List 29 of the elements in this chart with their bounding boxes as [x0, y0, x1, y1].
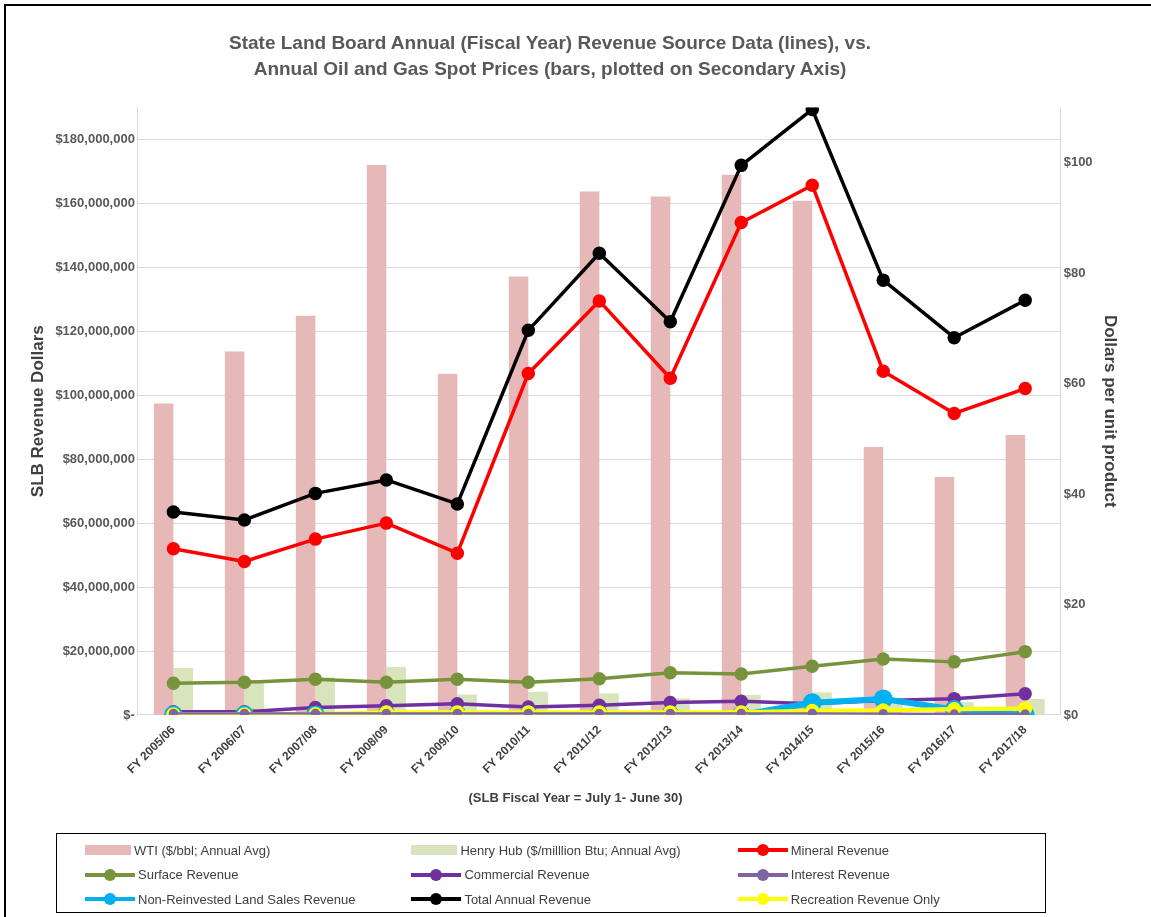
- y-tick-label: $80,000,000: [62, 450, 135, 466]
- y-tick-label: $160,000,000: [55, 194, 135, 210]
- legend-label: Henry Hub ($/milllion Btu; Annual Avg): [460, 842, 681, 858]
- legend-label: Total Annual Revenue: [464, 891, 591, 907]
- y-tick-label: $60,000,000: [62, 514, 135, 530]
- legend-label: Non-Reinvested Land Sales Revenue: [138, 891, 356, 907]
- y2-axis-title: Dollars per unit product: [1101, 314, 1121, 508]
- legend-label: Recreation Revenue Only: [790, 891, 940, 907]
- legend-label: Interest Revenue: [790, 867, 890, 883]
- y2-tick-label: $100: [1063, 154, 1093, 170]
- y2-tick-label: $40: [1063, 485, 1086, 501]
- x-axis-title: (SLB Fiscal Year = July 1- June 30): [467, 790, 684, 805]
- chart-title: State Land Board Annual (Fiscal Year) Revenue Source Data (lines), vs. Annual Oil and Gas Spot Prices (bars, plotted on Secondary Axis): [228, 31, 872, 81]
- y-axis-title: SLB Revenue Dollars: [27, 325, 47, 498]
- legend-label: Mineral Revenue: [790, 842, 890, 858]
- legend-label: Commercial Revenue: [464, 867, 590, 883]
- y-tick-label: $120,000,000: [55, 322, 135, 338]
- y-tick-label: $180,000,000: [55, 131, 135, 147]
- y-tick-label: $-: [123, 706, 135, 722]
- legend-label: Surface Revenue: [138, 867, 239, 883]
- y2-tick-label: $20: [1063, 596, 1086, 612]
- y-tick-label: $40,000,000: [62, 578, 135, 594]
- y-tick-label: $20,000,000: [62, 642, 135, 658]
- y-tick-label: $100,000,000: [55, 386, 135, 402]
- y2-tick-label: $80: [1063, 264, 1086, 280]
- y2-tick-label: $60: [1063, 375, 1086, 391]
- y2-tick-label: $0: [1063, 706, 1079, 722]
- legend-label: WTI ($/bbl; Annual Avg): [134, 842, 271, 858]
- y-tick-label: $140,000,000: [55, 258, 135, 274]
